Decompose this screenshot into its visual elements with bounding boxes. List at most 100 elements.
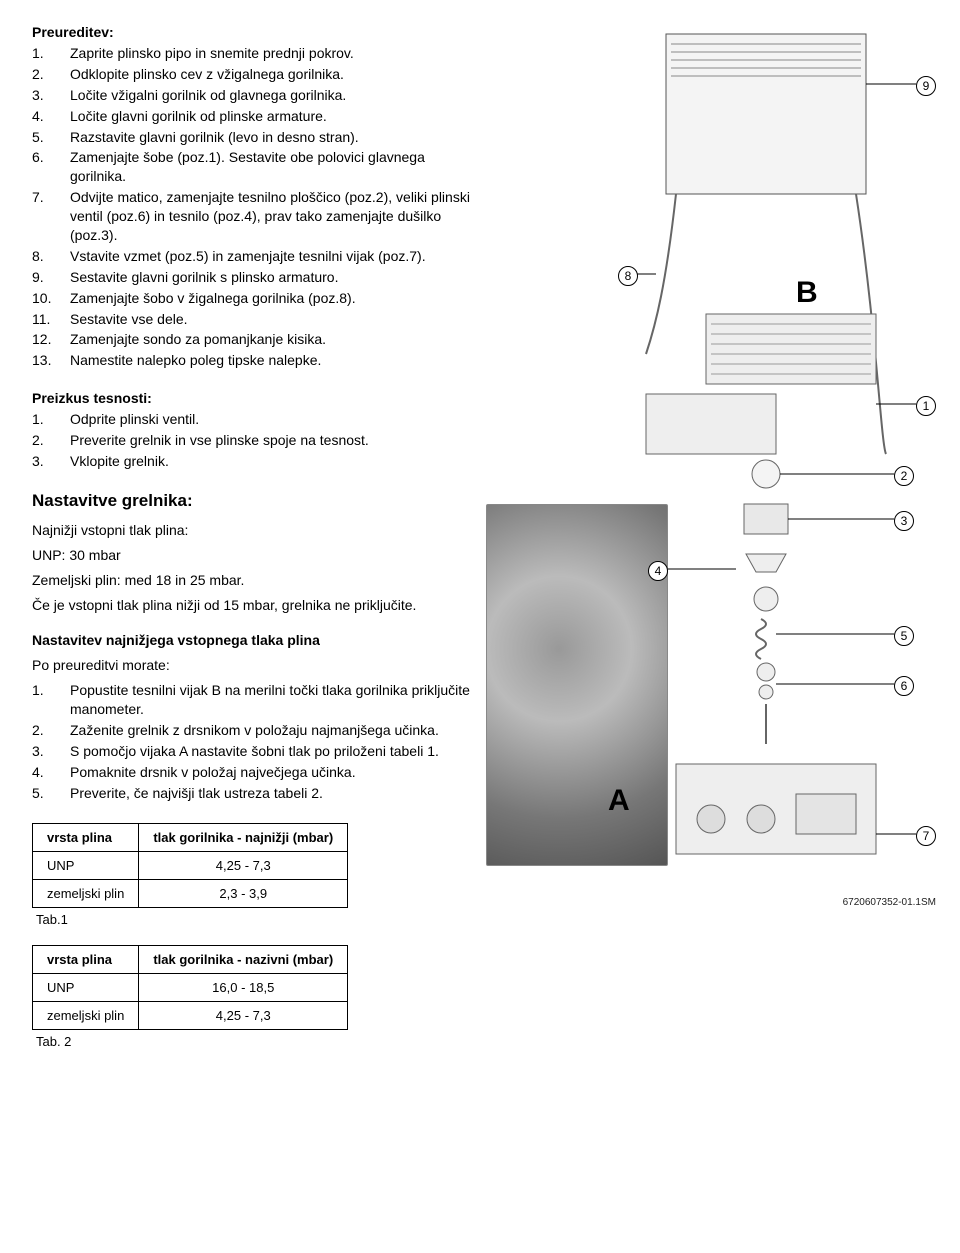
preureditev-item-number: 10. — [32, 289, 70, 308]
nastavitve-step-item: 4.Pomaknite drsnik v položaj največjega … — [32, 763, 472, 782]
callout-7: 7 — [916, 826, 936, 846]
letter-a: A — [608, 784, 630, 818]
preureditev-item-number: 2. — [32, 65, 70, 84]
table1-cell: zemeljski plin — [33, 879, 139, 907]
preureditev-item: 7.Odvijte matico, zamenjajte tesnilno pl… — [32, 188, 472, 245]
table2-cell: zemeljski plin — [33, 1001, 139, 1029]
callout-4: 4 — [648, 561, 668, 581]
table-1: vrsta plina tlak gorilnika - najnižji (m… — [32, 823, 348, 908]
nastavitve-steps: 1.Popustite tesnilni vijak B na merilni … — [32, 681, 472, 802]
table2-cell: 4,25 - 7,3 — [139, 1001, 348, 1029]
preizkus-item: 2.Preverite grelnik in vse plinske spoje… — [32, 431, 472, 450]
nastavitve-step-item-text: Zaženite grelnik z drsnikom v položaju n… — [70, 721, 472, 740]
nastavitve-p2: Če je vstopni tlak plina nižji od 15 mba… — [32, 596, 472, 615]
preureditev-item-text: Razstavite glavni gorilnik (levo in desn… — [70, 128, 472, 147]
callout-6: 6 — [894, 676, 914, 696]
preureditev-item: 6.Zamenjajte šobe (poz.1). Sestavite obe… — [32, 148, 472, 186]
table2-row: zemeljski plin4,25 - 7,3 — [33, 1001, 348, 1029]
callout-8: 8 — [618, 266, 638, 286]
preureditev-item-number: 12. — [32, 330, 70, 349]
preureditev-item-number: 4. — [32, 107, 70, 126]
table1-cell: UNP — [33, 851, 139, 879]
preureditev-item-number: 1. — [32, 44, 70, 63]
nastavitve-p1-line2: Zemeljski plin: med 18 in 25 mbar. — [32, 571, 472, 590]
nastavitve-step-item-text: Popustite tesnilni vijak B na merilni to… — [70, 681, 472, 719]
preureditev-item-number: 5. — [32, 128, 70, 147]
preizkus-item: 3.Vklopite grelnik. — [32, 452, 472, 471]
preureditev-item-number: 9. — [32, 268, 70, 287]
table1-cell: 4,25 - 7,3 — [139, 851, 348, 879]
table2-cell: UNP — [33, 973, 139, 1001]
callout-3: 3 — [894, 511, 914, 531]
nastavitve-step-item-text: S pomočjo vijaka A nastavite šobni tlak … — [70, 742, 472, 761]
preureditev-item: 2.Odklopite plinsko cev z vžigalnega gor… — [32, 65, 472, 84]
table1-h1: tlak gorilnika - najnižji (mbar) — [139, 823, 348, 851]
preizkus-item-text: Odprite plinski ventil. — [70, 410, 472, 429]
preizkus-item-text: Preverite grelnik in vse plinske spoje n… — [70, 431, 472, 450]
callout-9: 9 — [916, 76, 936, 96]
preureditev-title: Preureditev: — [32, 24, 472, 40]
nastavitve-step-item: 2.Zaženite grelnik z drsnikom v položaju… — [32, 721, 472, 740]
nastavitve-p1: Najnižji vstopni tlak plina: — [32, 521, 472, 540]
preureditev-item-text: Zaprite plinsko pipo in snemite prednji … — [70, 44, 472, 63]
nastavitve-step-item: 5.Preverite, če najvišji tlak ustreza ta… — [32, 784, 472, 803]
preizkus-item: 1.Odprite plinski ventil. — [32, 410, 472, 429]
callout-2: 2 — [894, 466, 914, 486]
nastavitve-step-item-text: Preverite, če najvišji tlak ustreza tabe… — [70, 784, 472, 803]
preureditev-item-number: 6. — [32, 148, 70, 186]
preizkus-title: Preizkus tesnosti: — [32, 390, 472, 406]
nastavitve-step-item-text: Pomaknite drsnik v položaj največjega uč… — [70, 763, 472, 782]
preizkus-item-number: 3. — [32, 452, 70, 471]
preizkus-item-number: 2. — [32, 431, 70, 450]
table1-row: zemeljski plin2,3 - 3,9 — [33, 879, 348, 907]
table1-cell: 2,3 - 3,9 — [139, 879, 348, 907]
table2-h0: vrsta plina — [33, 945, 139, 973]
table1-row: UNP4,25 - 7,3 — [33, 851, 348, 879]
preureditev-item-text: Ločite vžigalni gorilnik od glavnega gor… — [70, 86, 472, 105]
nastavitve-step-item: 1.Popustite tesnilni vijak B na merilni … — [32, 681, 472, 719]
preureditev-item-text: Zamenjajte šobe (poz.1). Sestavite obe p… — [70, 148, 472, 186]
preureditev-item-text: Zamenjajte sondo za pomanjkanje kisika. — [70, 330, 472, 349]
preureditev-item-text: Sestavite vse dele. — [70, 310, 472, 329]
preureditev-list: 1.Zaprite plinsko pipo in snemite prednj… — [32, 44, 472, 370]
preureditev-item-number: 3. — [32, 86, 70, 105]
preureditev-item: 8.Vstavite vzmet (poz.5) in zamenjajte t… — [32, 247, 472, 266]
preizkus-list: 1.Odprite plinski ventil.2.Preverite gre… — [32, 410, 472, 471]
preureditev-item-number: 13. — [32, 351, 70, 370]
preureditev-item: 11.Sestavite vse dele. — [32, 310, 472, 329]
letter-b: B — [796, 276, 818, 310]
table1-caption: Tab.1 — [36, 912, 472, 927]
nastavitve-step-item-number: 1. — [32, 681, 70, 719]
table1-h0: vrsta plina — [33, 823, 139, 851]
callout-1: 1 — [916, 396, 936, 416]
preureditev-item-text: Ločite glavni gorilnik od plinske armatu… — [70, 107, 472, 126]
table2-row: UNP16,0 - 18,5 — [33, 973, 348, 1001]
preureditev-item-text: Vstavite vzmet (poz.5) in zamenjajte tes… — [70, 247, 472, 266]
preureditev-item: 9.Sestavite glavni gorilnik s plinsko ar… — [32, 268, 472, 287]
preureditev-item-text: Odvijte matico, zamenjajte tesnilno ploš… — [70, 188, 472, 245]
preureditev-item-text: Odklopite plinsko cev z vžigalnega goril… — [70, 65, 472, 84]
nastavitve-step-item-number: 3. — [32, 742, 70, 761]
nastavitve-pre: Po preureditvi morate: — [32, 656, 472, 675]
table2-cell: 16,0 - 18,5 — [139, 973, 348, 1001]
preizkus-item-text: Vklopite grelnik. — [70, 452, 472, 471]
preureditev-item: 13.Namestite nalepko poleg tipske nalepk… — [32, 351, 472, 370]
preureditev-item: 3.Ločite vžigalni gorilnik od glavnega g… — [32, 86, 472, 105]
preureditev-item-text: Namestite nalepko poleg tipske nalepke. — [70, 351, 472, 370]
nastavitve-step-item-number: 5. — [32, 784, 70, 803]
nastavitve-p1-line1: UNP: 30 mbar — [32, 546, 472, 565]
preizkus-item-number: 1. — [32, 410, 70, 429]
nastavitve-step-item-number: 2. — [32, 721, 70, 740]
table-2: vrsta plina tlak gorilnika - nazivni (mb… — [32, 945, 348, 1030]
diagram-caption: 6720607352-01.1SM — [843, 897, 936, 908]
nastavitve-subhead: Nastavitev najnižjega vstopnega tlaka pl… — [32, 632, 472, 648]
preureditev-item-text: Sestavite glavni gorilnik s plinsko arma… — [70, 268, 472, 287]
table2-h1: tlak gorilnika - nazivni (mbar) — [139, 945, 348, 973]
preureditev-item-number: 8. — [32, 247, 70, 266]
photo-a — [486, 504, 668, 866]
preureditev-item: 10.Zamenjajte šobo v žigalnega gorilnika… — [32, 289, 472, 308]
preureditev-item: 5.Razstavite glavni gorilnik (levo in de… — [32, 128, 472, 147]
preureditev-item: 4.Ločite glavni gorilnik od plinske arma… — [32, 107, 472, 126]
table2-caption: Tab. 2 — [36, 1034, 472, 1049]
nastavitve-step-item-number: 4. — [32, 763, 70, 782]
